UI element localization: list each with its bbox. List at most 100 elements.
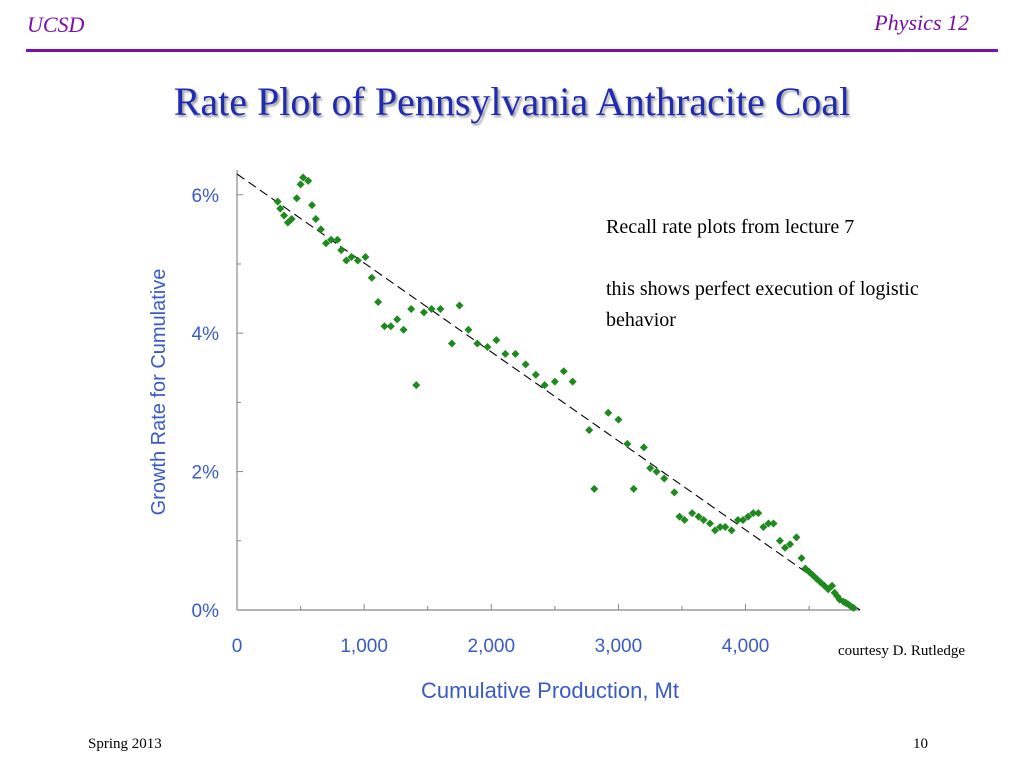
data-point [559, 367, 568, 376]
data-point [322, 239, 330, 248]
data-point [380, 322, 389, 331]
data-point [419, 308, 428, 317]
y-tick-label: 6% [192, 186, 220, 207]
data-point [675, 512, 684, 521]
data-point [276, 204, 285, 213]
data-point [646, 464, 655, 473]
page-number: 10 [913, 736, 928, 752]
data-point [327, 235, 336, 244]
data-point [540, 381, 549, 390]
data-point [614, 415, 623, 424]
header-divider [26, 49, 998, 52]
data-point [292, 194, 301, 203]
data-point [304, 176, 313, 185]
slide-title: Rate Plot of Pennsylvania Anthracite Coa… [173, 79, 851, 124]
data-point [287, 214, 296, 223]
data-point [797, 554, 806, 563]
data-point [733, 516, 742, 525]
data-point [347, 253, 356, 262]
x-tick-label: 4,000 [722, 636, 770, 657]
data-point [749, 509, 758, 518]
data-point [670, 488, 679, 497]
data-point [680, 516, 689, 525]
data-point [759, 522, 768, 531]
data-point [316, 225, 325, 234]
x-tick-label: 1,000 [340, 636, 388, 657]
credit-text: courtesy D. Rutledge [838, 643, 966, 659]
data-point [367, 273, 376, 282]
data-point [550, 377, 559, 386]
data-point [273, 197, 282, 206]
data-point [699, 516, 708, 525]
data-point [280, 211, 289, 220]
x-tick-label: 3,000 [595, 636, 643, 657]
chart-points [273, 173, 858, 612]
data-point [447, 339, 456, 348]
data-point [590, 484, 599, 493]
data-point [296, 180, 305, 189]
data-point [849, 603, 858, 612]
data-point [501, 349, 510, 358]
data-point [399, 325, 408, 334]
data-point [727, 526, 736, 535]
data-point [721, 522, 730, 531]
y-axis-label: Growth Rate for Cumulative [148, 269, 170, 516]
footer-date: Spring 2013 [88, 736, 162, 752]
data-point [521, 360, 530, 369]
data-point [361, 253, 370, 262]
chart-axes [236, 170, 860, 611]
data-point [511, 349, 520, 358]
data-point [353, 256, 362, 265]
data-point [780, 543, 789, 552]
data-point [754, 509, 763, 518]
data-point [792, 533, 801, 542]
data-point [639, 443, 648, 452]
data-point [342, 256, 351, 265]
data-point [407, 304, 416, 313]
data-point [585, 426, 594, 435]
data-point [660, 474, 669, 483]
data-point [711, 526, 720, 535]
data-point [652, 467, 661, 476]
course-label: Physics 12 [874, 10, 969, 35]
note-line-2: this shows perfect execution of logistic… [606, 278, 919, 331]
data-point [299, 173, 308, 182]
x-axis-label: Cumulative Production, Mt [421, 678, 679, 703]
x-tick-label: 0 [232, 636, 243, 657]
chart-ticks: 0% 2% 4% 6% 0 1,000 2,000 3,000 4,000 [192, 186, 810, 657]
data-point [694, 512, 703, 521]
data-point [483, 343, 492, 352]
y-tick-label: 0% [192, 601, 220, 622]
data-point [311, 214, 320, 223]
data-point [386, 322, 395, 331]
y-tick-label: 2% [192, 463, 220, 484]
data-point [374, 298, 383, 307]
data-point [455, 301, 464, 310]
data-point [333, 235, 342, 244]
data-point [764, 519, 773, 528]
slide-note: Recall rate plots from lecture 7 this sh… [606, 212, 946, 336]
y-tick-label: 4% [192, 324, 220, 345]
data-point [604, 408, 613, 417]
data-point [412, 381, 421, 390]
data-point [716, 522, 725, 531]
data-point [688, 509, 697, 518]
data-point [464, 325, 473, 334]
data-point [393, 315, 402, 324]
data-point [473, 339, 482, 348]
data-point [705, 519, 714, 528]
data-point [775, 536, 784, 545]
data-point [427, 304, 436, 313]
data-point [308, 201, 317, 210]
data-point [786, 540, 795, 549]
data-point [828, 581, 837, 590]
institution-label: UCSD [27, 12, 85, 37]
x-tick-label: 2,000 [468, 636, 516, 657]
data-point [744, 512, 753, 521]
data-point [769, 519, 778, 528]
data-point [337, 246, 346, 255]
note-line-1: Recall rate plots from lecture 7 [606, 216, 855, 238]
data-point [739, 516, 748, 525]
data-point [492, 336, 501, 345]
